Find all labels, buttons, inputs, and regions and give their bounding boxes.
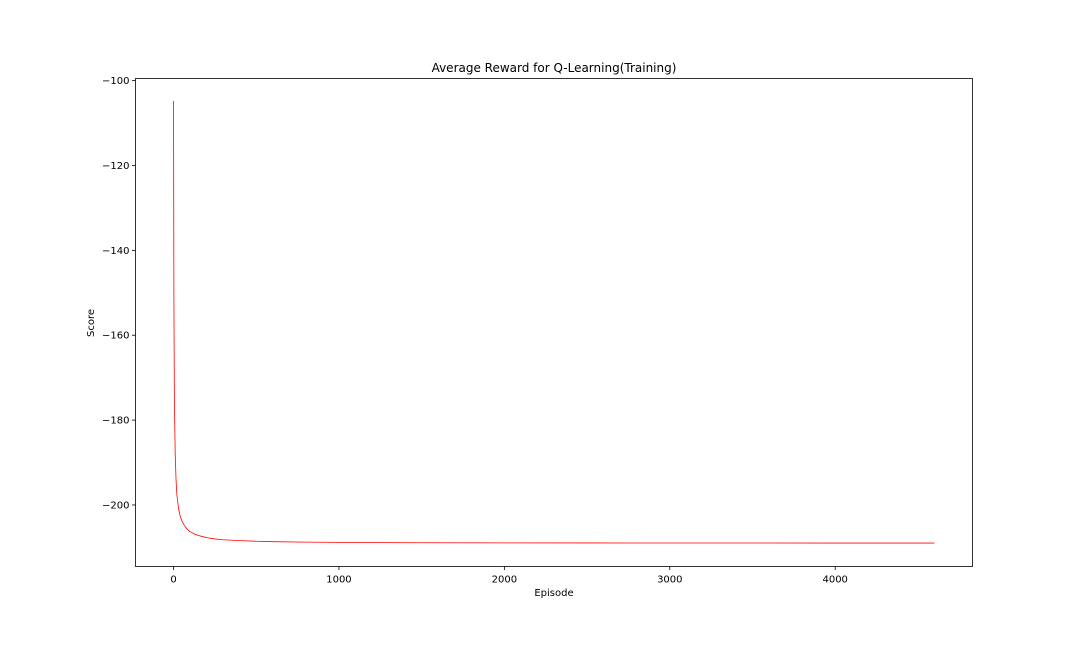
y-tick-label: −140 [102,246,129,257]
y-tick-label: −200 [102,500,129,511]
x-tick-label: 4000 [822,575,847,586]
x-axis: 0 1000 2000 3000 4000 [170,566,848,586]
y-tick-label: −120 [102,161,129,172]
series-line-0 [173,100,935,544]
x-tick-label: 2000 [492,575,517,586]
y-tick-label: −180 [102,416,129,427]
chart-title: Average Reward for Q-Learning(Training) [432,61,677,75]
x-tick-label: 3000 [657,575,682,586]
y-tick-label: −100 [102,76,129,87]
x-tick-label: 0 [170,575,176,586]
x-tick-label: 1000 [326,575,351,586]
x-axis-label: Episode [534,588,573,599]
y-axis-label: Score [86,309,97,337]
plot-frame [135,78,973,567]
plot-area [173,100,935,544]
y-tick-label: −160 [102,331,129,342]
y-axis: −200 −180 −160 −140 −120 −100 [102,76,136,511]
